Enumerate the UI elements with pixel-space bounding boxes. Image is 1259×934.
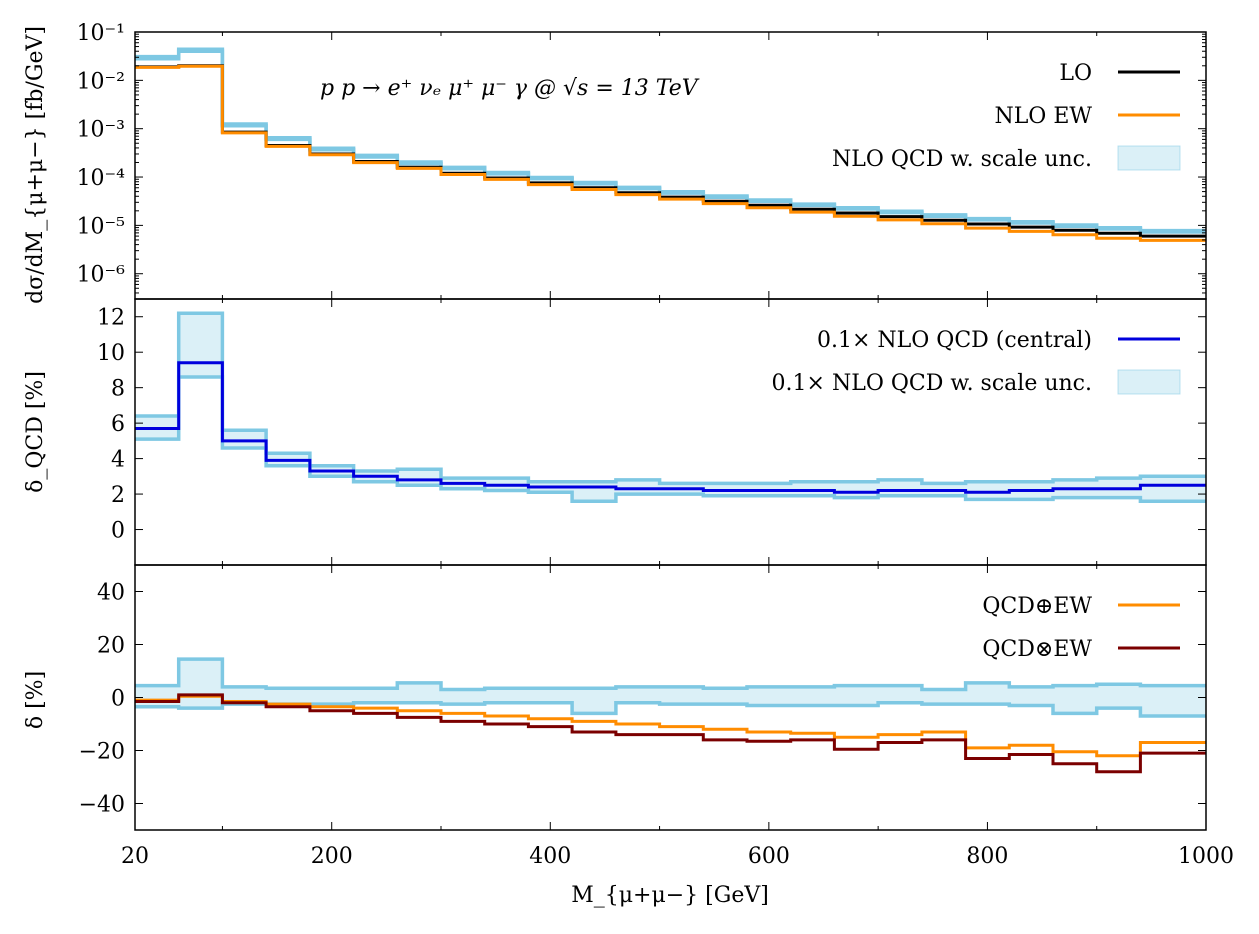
series-line-2-1 [135, 693, 1206, 774]
x-tick-label: 600 [748, 844, 790, 869]
x-tick-label: 200 [311, 844, 353, 869]
y-tick-label-2: −40 [79, 793, 125, 818]
legend-label-2-0: QCD⊕EW [982, 594, 1092, 619]
y-tick-label-2: 20 [97, 634, 125, 659]
band-upper-1-1 [135, 311, 1206, 486]
band-lower-2-2 [135, 701, 1206, 718]
y-tick-label-2: 0 [111, 687, 125, 712]
y-tick-label-1: 4 [111, 448, 125, 473]
plot-area-1 [135, 311, 1206, 503]
y-tick-label-2: 40 [97, 581, 125, 606]
y-tick-label-0: 10⁻¹ [77, 21, 125, 46]
y-tick-label-0: 10⁻⁶ [77, 263, 126, 288]
x-tick-label: 20 [121, 844, 149, 869]
plot-area-0 [135, 47, 1206, 242]
chart-title: p p → e⁺ νₑ μ⁺ μ⁻ γ @ √s = 13 TeV [320, 76, 700, 101]
y-tick-label-1: 0 [111, 519, 125, 544]
legend-label-0-1: NLO EW [994, 104, 1092, 129]
x-tick-label: 400 [529, 844, 571, 869]
y-tick-label-1: 8 [111, 377, 125, 402]
y-tick-label-0: 10⁻⁵ [77, 214, 125, 239]
legend-label-1-0: 0.1× NLO QCD (central) [817, 328, 1092, 353]
y-tick-label-1: 2 [111, 483, 125, 508]
x-tick-label: 1000 [1178, 844, 1234, 869]
series-line-0-1 [135, 64, 1206, 242]
y-axis-title-middle: δ_QCD [%] [23, 371, 48, 493]
y-tick-label-1: 6 [111, 412, 125, 437]
y-tick-label-0: 10⁻³ [77, 118, 125, 143]
legend-label-1-1: 0.1× NLO QCD w. scale unc. [772, 371, 1092, 396]
legend-swatch-0-2 [1117, 145, 1181, 171]
y-axis-title-bottom: δ [%] [23, 671, 48, 729]
panel-top: 10⁻¹ 10⁻² 10⁻³ 10⁻⁴ 10⁻⁵ 10⁻⁶ LO NLO EW NLO QCD … [77, 21, 1207, 300]
legend-label-2-1: QCD⊗EW [982, 637, 1092, 662]
y-axis-title-top: dσ/dM_{μ+μ−} [fb/GeV] [23, 26, 48, 304]
x-axis-title: M_{μ+μ−} [GeV] [571, 883, 769, 908]
panel-middle: 0 2 4 6 8 10 12 0.1× NLO QCD (central) 0.1× NLO … [97, 298, 1207, 566]
x-tick-label: 800 [966, 844, 1008, 869]
y-tick-label-0: 10⁻⁴ [77, 166, 126, 191]
y-tick-label-1: 12 [97, 306, 125, 331]
band-lower-1-1 [135, 375, 1206, 503]
band-fill-1-1 [135, 313, 1206, 502]
series-line-1-0 [135, 361, 1206, 494]
legend-label-0-2: NLO QCD w. scale unc. [832, 147, 1092, 172]
y-tick-label-2: −20 [79, 740, 125, 765]
legend-swatch-1-1 [1117, 369, 1181, 395]
legend-label-0-0: LO [1059, 61, 1092, 86]
plot-area-2 [135, 657, 1206, 774]
y-tick-label-1: 10 [97, 341, 125, 366]
y-tick-label-0: 10⁻² [77, 69, 125, 94]
band-upper-2-2 [135, 657, 1206, 692]
